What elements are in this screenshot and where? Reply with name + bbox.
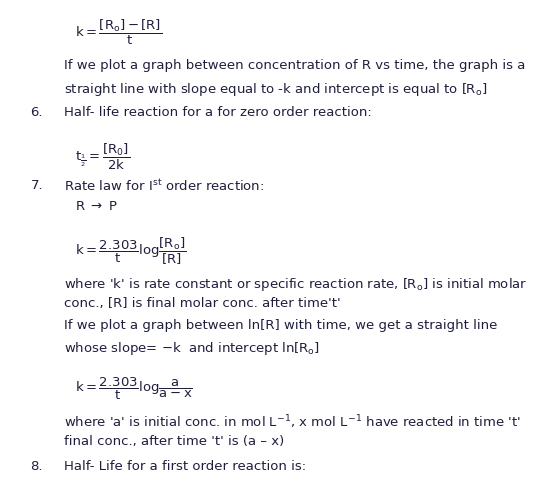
Text: 6.: 6.	[31, 106, 43, 119]
Text: Half- life reaction for a for zero order reaction:: Half- life reaction for a for zero order…	[64, 106, 372, 119]
Text: Half- Life for a first order reaction is:: Half- Life for a first order reaction is…	[64, 460, 306, 473]
Text: If we plot a graph between concentration of R vs time, the graph is a: If we plot a graph between concentration…	[64, 59, 525, 72]
Text: Rate law for I$^\mathregular{st}$ order reaction:: Rate law for I$^\mathregular{st}$ order …	[64, 179, 264, 195]
Text: $\mathrm{k = \dfrac{2.303}{t}log\dfrac{[R_o]}{[R]}}$: $\mathrm{k = \dfrac{2.303}{t}log\dfrac{[…	[75, 236, 186, 267]
Text: final conc., after time 't' is (a – x): final conc., after time 't' is (a – x)	[64, 435, 284, 447]
Text: 8.: 8.	[31, 460, 43, 473]
Text: where 'a' is initial conc. in mol L$^{-1}$, x mol L$^{-1}$ have reacted in time : where 'a' is initial conc. in mol L$^{-1…	[64, 413, 521, 431]
Text: whose slope= $-$k  and intercept ln[R$_\mathregular{o}$]: whose slope= $-$k and intercept ln[R$_\m…	[64, 340, 320, 357]
Text: If we plot a graph between ln[R] with time, we get a straight line: If we plot a graph between ln[R] with ti…	[64, 319, 497, 332]
Text: R $\rightarrow$ P: R $\rightarrow$ P	[75, 200, 118, 213]
Text: 7.: 7.	[31, 179, 43, 192]
Text: $\mathrm{k = \dfrac{2.303}{t}log\dfrac{a}{a-x}}$: $\mathrm{k = \dfrac{2.303}{t}log\dfrac{a…	[75, 376, 193, 402]
Text: conc., [R] is final molar conc. after time't': conc., [R] is final molar conc. after ti…	[64, 297, 341, 310]
Text: straight line with slope equal to -k and intercept is equal to [R$_\mathregular{: straight line with slope equal to -k and…	[64, 81, 488, 98]
Text: $\mathrm{t_{\frac{1}{2}} = \dfrac{[R_0]}{2k}}$: $\mathrm{t_{\frac{1}{2}} = \dfrac{[R_0]}…	[75, 142, 130, 172]
Text: $\mathrm{k =\dfrac{[R_o]- [R]}{t}}$: $\mathrm{k =\dfrac{[R_o]- [R]}{t}}$	[75, 17, 162, 47]
Text: where 'k' is rate constant or specific reaction rate, [R$_\mathregular{o}$] is i: where 'k' is rate constant or specific r…	[64, 276, 527, 293]
